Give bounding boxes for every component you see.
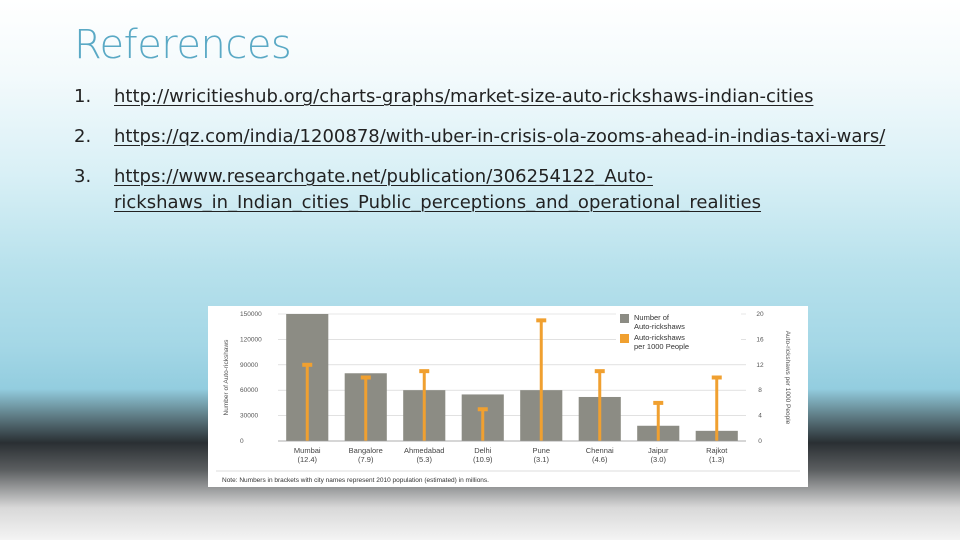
chart-note: Note: Numbers in brackets with city name…: [222, 477, 489, 484]
pin-head-pune: [536, 318, 547, 323]
y-tick-label: 90000: [240, 362, 258, 369]
y2-tick-label: 16: [756, 336, 764, 343]
category-label: Bangalore: [349, 446, 383, 455]
category-label: Pune: [532, 446, 550, 455]
pin-head-jaipur: [653, 400, 664, 405]
legend-label: per 1000 People: [634, 342, 689, 351]
y-tick-label: 120000: [240, 336, 262, 343]
legend-swatch-pins: [620, 334, 629, 343]
y-tick-label: 150000: [240, 311, 262, 318]
category-sublabel: (12.4): [297, 455, 317, 464]
pin-head-mumbai: [302, 362, 313, 367]
category-sublabel: (3.0): [651, 455, 667, 464]
y-tick-label: 0: [240, 438, 244, 445]
legend-swatch-bars: [620, 314, 629, 323]
y2-tick-label: 8: [758, 387, 762, 394]
y2-axis-label: Auto-rickshaws per 1000 People: [784, 331, 791, 425]
y2-tick-label: 12: [756, 362, 764, 369]
reference-link[interactable]: https://www.researchgate.net/publication…: [114, 166, 762, 213]
category-label: Jaipur: [648, 446, 669, 455]
y-tick-label: 60000: [240, 387, 258, 394]
category-sublabel: (5.3): [417, 455, 433, 464]
pin-head-delhi: [477, 407, 488, 412]
pin-head-ahmedabad: [419, 369, 430, 374]
y2-tick-label: 4: [758, 413, 762, 420]
category-label: Mumbai: [294, 446, 321, 455]
category-sublabel: (7.9): [358, 455, 374, 464]
category-sublabel: (3.1): [534, 455, 550, 464]
reference-item: 1. http://wricitieshub.org/charts-graphs…: [74, 84, 934, 110]
reference-number: 1.: [74, 86, 92, 107]
reference-list: 1. http://wricitieshub.org/charts-graphs…: [74, 84, 934, 230]
pin-head-bangalore: [360, 375, 371, 380]
reference-item: 3. https://www.researchgate.net/publicat…: [74, 164, 934, 216]
reference-number: 3.: [74, 166, 92, 187]
reference-link[interactable]: https://qz.com/india/1200878/with-uber-i…: [114, 126, 886, 147]
category-sublabel: (4.6): [592, 455, 608, 464]
y-tick-label: 30000: [240, 413, 258, 420]
pin-head-chennai: [594, 369, 605, 374]
category-label: Chennai: [586, 446, 614, 455]
category-label: Ahmedabad: [404, 446, 444, 455]
category-label: Rajkot: [706, 446, 728, 455]
legend-label: Auto-rickshaws: [634, 322, 685, 331]
legend-box: [616, 310, 741, 352]
reference-item: 2. https://qz.com/india/1200878/with-ube…: [74, 124, 934, 150]
category-label: Delhi: [474, 446, 491, 455]
reference-number: 2.: [74, 126, 92, 147]
pin-head-rajkot: [711, 375, 722, 380]
legend-label: Auto-rickshaws: [634, 333, 685, 342]
category-sublabel: (1.3): [709, 455, 725, 464]
slide-title: References: [74, 22, 292, 68]
y2-tick-label: 0: [758, 438, 762, 445]
chart-svg: 150000 120000 90000 60000 30000 0 20 16 12 8 4 0 Num…: [216, 310, 800, 484]
y2-tick-label: 20: [756, 311, 764, 318]
legend-label: Number of: [634, 313, 670, 322]
auto-rickshaw-chart: 150000 120000 90000 60000 30000 0 20 16 12 8 4 0 Num…: [208, 306, 808, 487]
reference-link[interactable]: http://wricitieshub.org/charts-graphs/ma…: [114, 86, 814, 107]
y-axis-label: Number of Auto-rickshaws: [223, 339, 230, 416]
category-sublabel: (10.9): [473, 455, 493, 464]
